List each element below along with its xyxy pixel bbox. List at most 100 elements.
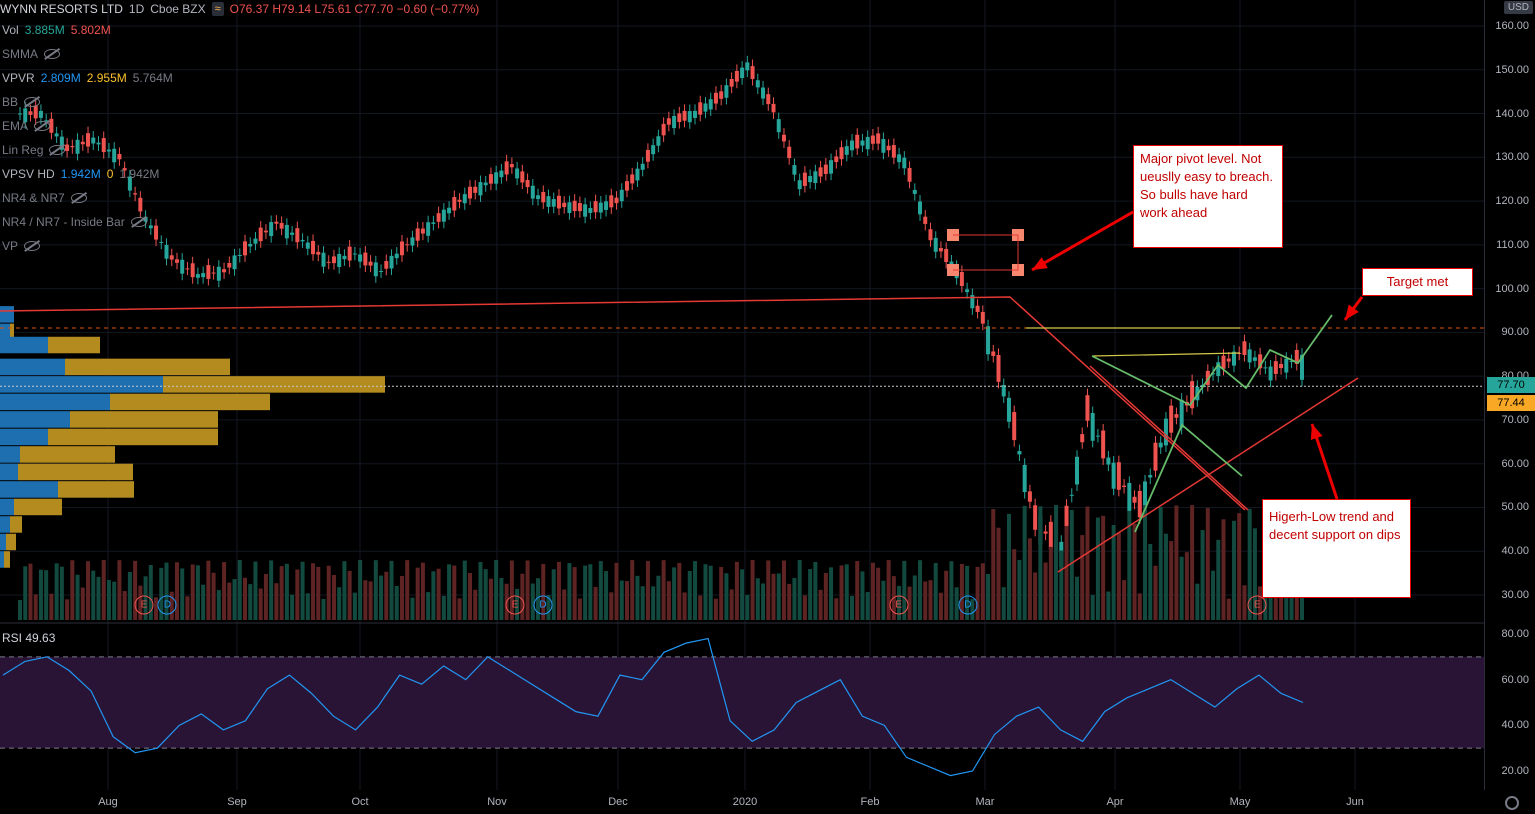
candle-body (849, 140, 854, 151)
legend-nr4a[interactable]: NR4 & NR7 (2, 186, 173, 210)
dividend-badge[interactable]: D (958, 595, 978, 615)
settings-chip[interactable]: ≈ (211, 2, 224, 16)
volume-bar (1095, 517, 1100, 620)
hidden-eye-icon[interactable] (70, 193, 87, 203)
price-axis[interactable]: USD (1484, 0, 1535, 790)
price-tick-label: 160.00 (1495, 20, 1529, 32)
volume-bar (745, 594, 750, 620)
candle-body (1064, 505, 1069, 534)
volume-bar (1158, 506, 1163, 620)
legend-nr4b[interactable]: NR4 / NR7 - Inside Bar (2, 210, 173, 234)
candle-body (237, 254, 242, 257)
vpvr-value-1: 2.809M (40, 71, 81, 85)
currency-label: USD (1503, 1, 1533, 14)
indicator-legend: Vol 3.885M 5.802M SMMA VPVR 2.809M 2.955M 5.7… (2, 18, 173, 258)
hidden-eye-icon[interactable] (49, 145, 66, 155)
legend-ema[interactable]: EMA (2, 114, 173, 138)
candle-body (290, 232, 295, 235)
candle-body (347, 246, 352, 261)
candle-body (860, 140, 865, 146)
volume-bar (164, 562, 169, 620)
volume-bar (1137, 593, 1142, 620)
volume-profile-bar (110, 393, 270, 411)
volume-bar (1054, 505, 1059, 620)
candle-body (190, 263, 195, 278)
time-tick-label: May (1229, 796, 1251, 808)
candle-body (1116, 462, 1121, 490)
candle-body (823, 164, 828, 174)
earnings-badge[interactable]: E (134, 595, 154, 615)
legend-vpsv[interactable]: VPSV HD 1.942M 0 1.942M (2, 162, 173, 186)
vol-value-2: 5.802M (70, 23, 111, 37)
volume-bar (1184, 552, 1189, 620)
candle-body (713, 92, 718, 104)
candle-body (1273, 361, 1278, 374)
dividend-badge[interactable]: D (157, 595, 177, 615)
candle-body (515, 168, 520, 179)
time-tick-label: Mar (975, 796, 995, 808)
candle-body (133, 193, 138, 195)
nr4a-label: NR4 & NR7 (2, 191, 65, 205)
price-tick-label: 100.00 (1495, 282, 1529, 295)
trend-annotation[interactable]: Higerh-Low trend and decent support on d… (1262, 499, 1411, 598)
candle-body (640, 163, 645, 170)
hidden-eye-icon[interactable] (44, 49, 60, 59)
target-annotation[interactable]: Target met (1362, 268, 1473, 296)
legend-smma[interactable]: SMMA (2, 42, 173, 66)
volume-bar (316, 566, 321, 620)
legend-bb[interactable]: BB (2, 90, 173, 114)
candle-body (933, 237, 938, 252)
rsi-legend[interactable]: RSI 49.63 (2, 631, 55, 645)
volume-bar (1101, 515, 1106, 620)
linreg-label: Lin Reg (2, 143, 44, 157)
volume-bar (295, 569, 300, 620)
candle-body (180, 259, 185, 274)
candle-body (331, 256, 336, 264)
candle-body (1252, 357, 1257, 361)
candle-body (1221, 355, 1226, 369)
volume-profile-bar (0, 336, 48, 354)
candle-body (174, 259, 179, 263)
gear-icon[interactable] (1505, 796, 1519, 810)
rsi-band (0, 656, 1485, 749)
legend-vp[interactable]: VP (2, 234, 173, 258)
candle-body (666, 118, 671, 125)
legend-vol[interactable]: Vol 3.885M 5.802M (2, 18, 173, 42)
volume-bar (1001, 587, 1006, 620)
volume-bar (651, 586, 656, 620)
price-chart[interactable] (0, 0, 1485, 790)
volume-bar (609, 592, 614, 620)
volume-bar (269, 560, 274, 620)
legend-linreg[interactable]: Lin Reg (2, 138, 173, 162)
volume-profile-bar (0, 323, 10, 341)
pivot-arrow (1031, 210, 1134, 272)
volume-bar (1148, 543, 1153, 620)
price-tick-label: 90.00 (1501, 326, 1529, 339)
hidden-eye-icon[interactable] (130, 217, 147, 227)
hidden-eye-icon[interactable] (24, 97, 41, 107)
legend-vpvr[interactable]: VPVR 2.809M 2.955M 5.764M (2, 66, 173, 90)
volume-bar (572, 567, 577, 620)
volume-bar (1205, 508, 1210, 620)
candle-body (839, 147, 844, 160)
pivot-annotation[interactable]: Major pivot level. Not ueuslly easy to b… (1133, 145, 1283, 248)
candle-body (1012, 412, 1017, 441)
earnings-badge[interactable]: E (1247, 595, 1267, 615)
volume-bar (1216, 539, 1221, 620)
volume-bar (567, 563, 572, 620)
candle-body (18, 113, 22, 115)
earnings-badge[interactable]: E (505, 595, 525, 615)
dividend-badge[interactable]: D (533, 595, 553, 615)
earnings-badge[interactable]: E (889, 595, 909, 615)
volume-bar (33, 594, 38, 620)
interval-label[interactable]: 1D (128, 2, 145, 16)
symbol-title[interactable]: WYNN RESORTS LTD (0, 2, 123, 16)
candle-body (855, 134, 860, 149)
candle-body (1132, 496, 1137, 503)
volume-bar (473, 589, 478, 620)
candle-body (902, 157, 907, 169)
hidden-eye-icon[interactable] (24, 241, 41, 251)
candle-body (781, 134, 786, 142)
hidden-eye-icon[interactable] (34, 121, 51, 131)
